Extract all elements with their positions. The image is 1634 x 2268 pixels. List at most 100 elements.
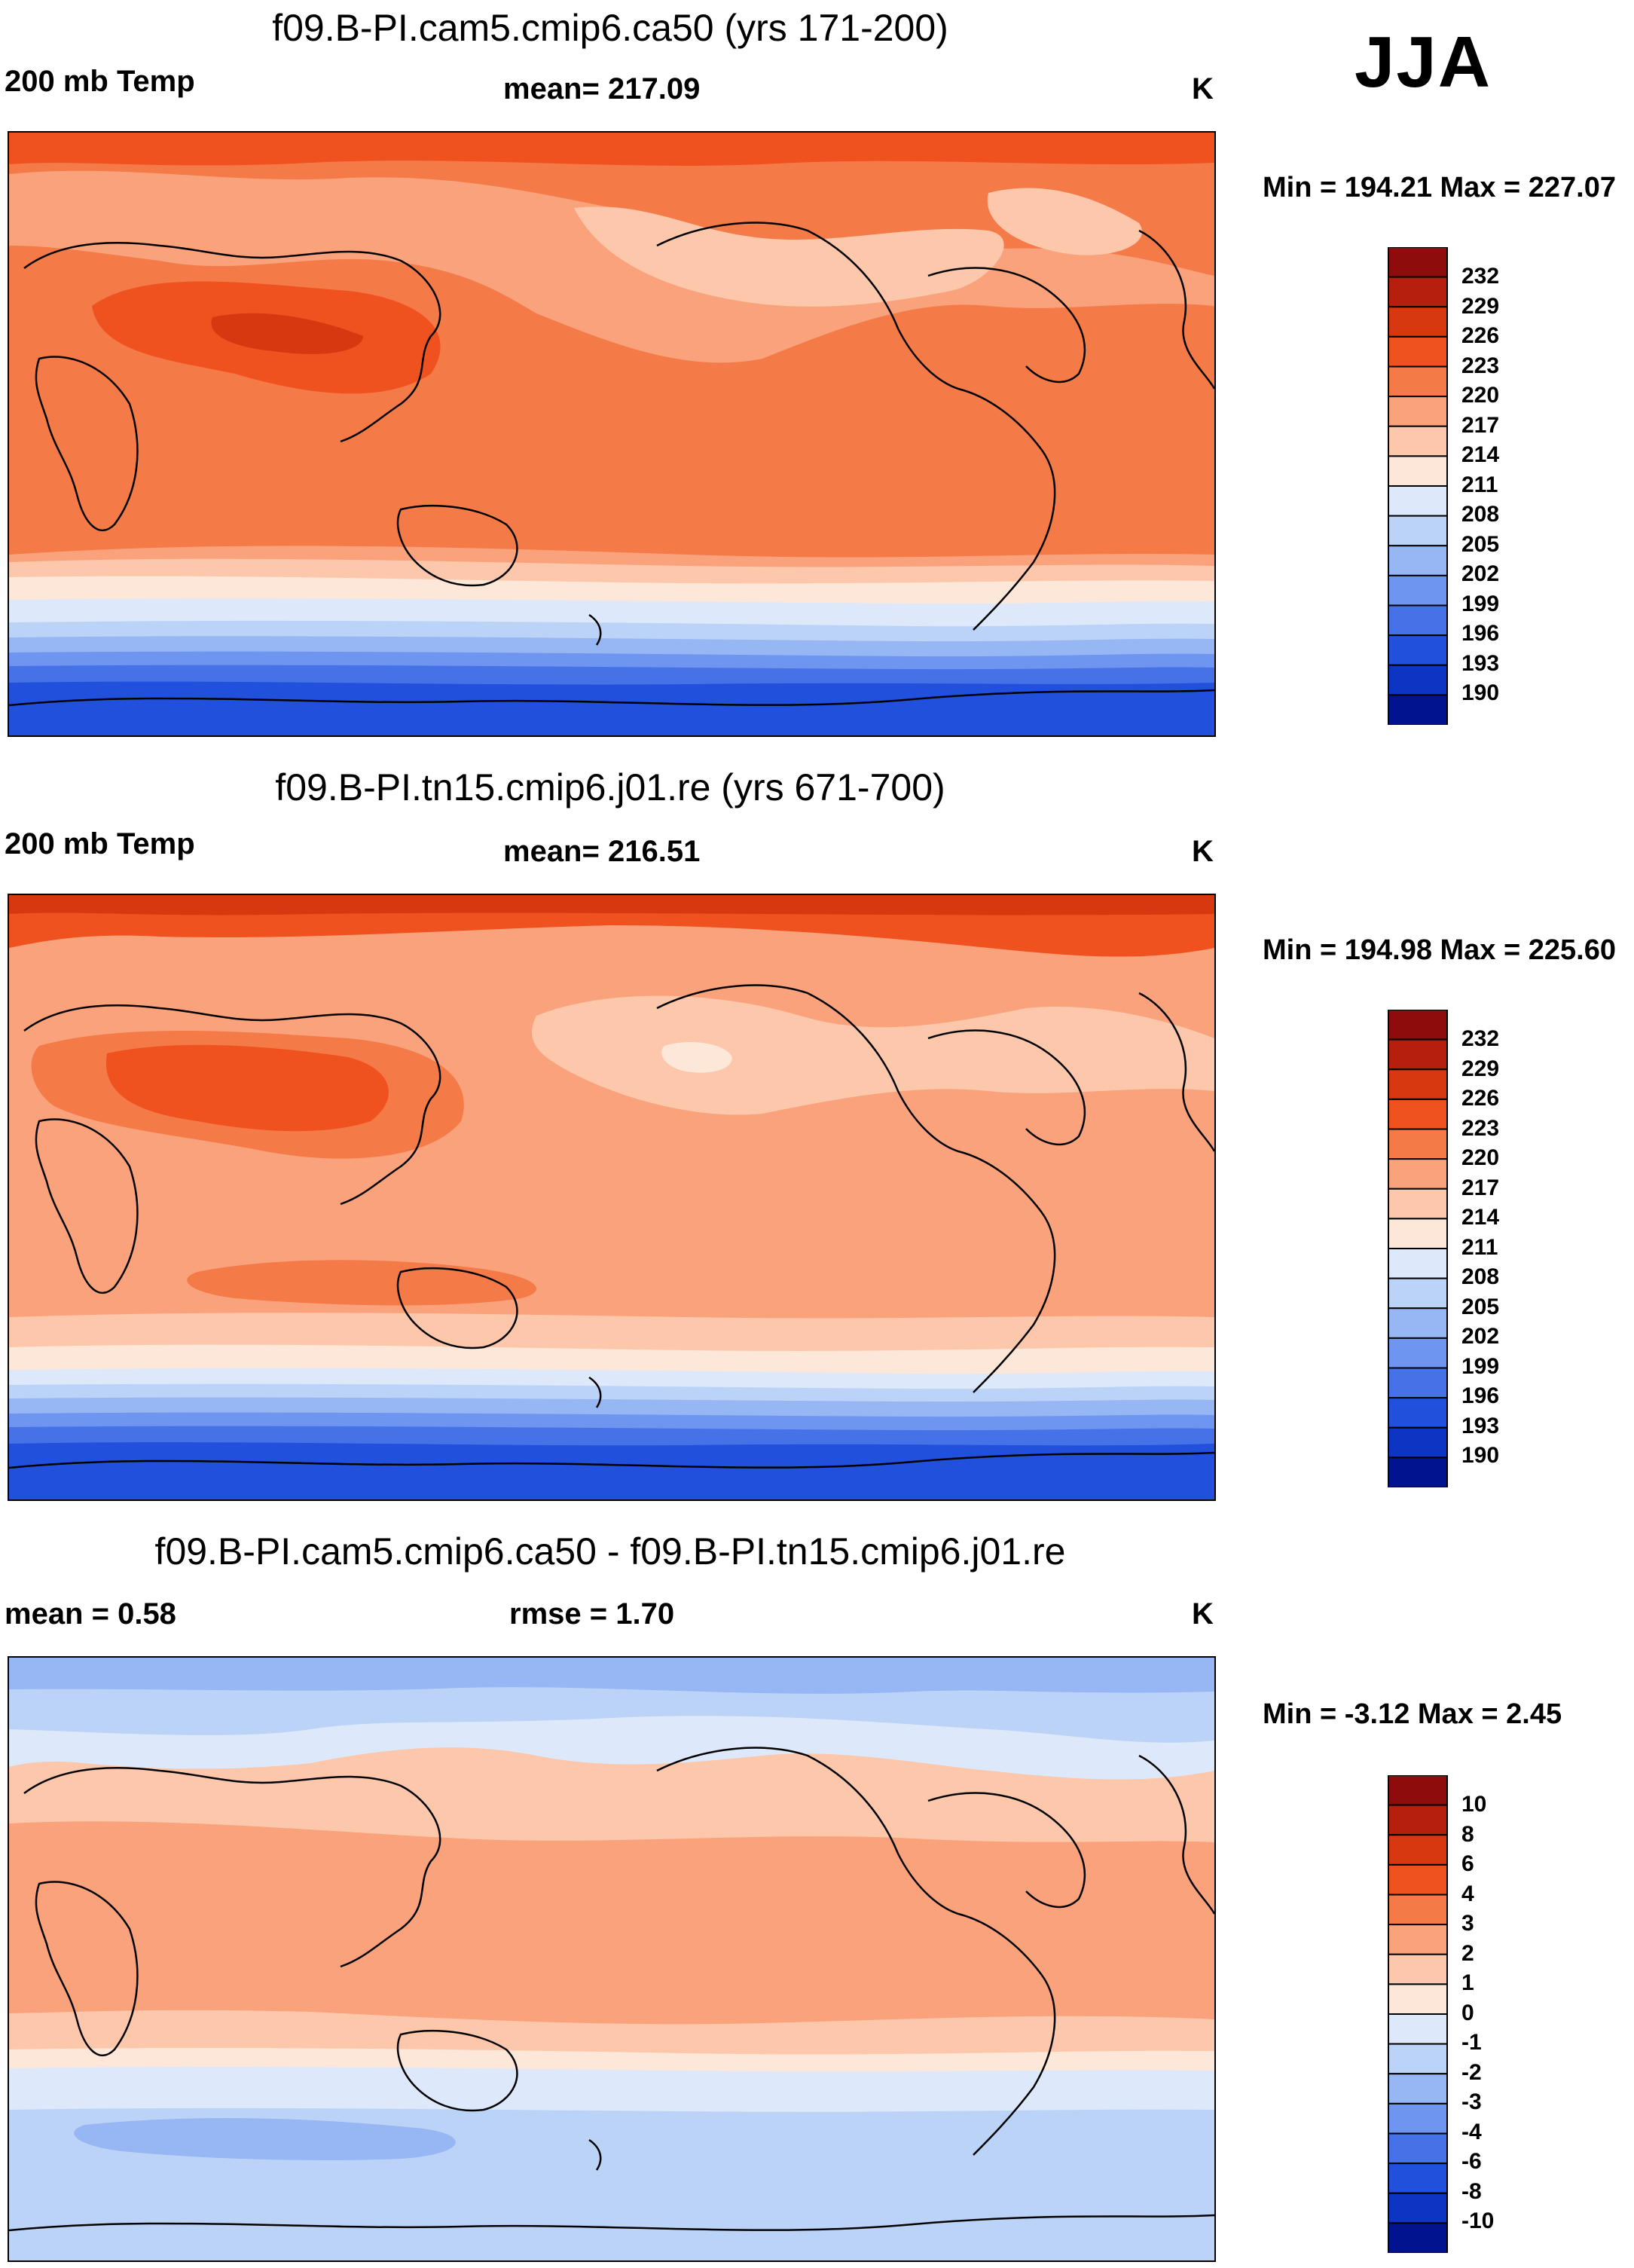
colorbar-swatch bbox=[1388, 1953, 1448, 1985]
colorbar-tick-label: 4 bbox=[1461, 1881, 1474, 1906]
colorbar-tick-label: 190 bbox=[1461, 680, 1500, 705]
colorbar-swatch bbox=[1388, 634, 1448, 666]
colorbar-swatch bbox=[1388, 2043, 1448, 2075]
panel-2-variable-label: 200 mb Temp bbox=[5, 827, 195, 860]
colorbar-swatch bbox=[1388, 1307, 1448, 1339]
panel-3-colorbar bbox=[1388, 1774, 1448, 2257]
colorbar-svg bbox=[1388, 1009, 1448, 1489]
contour-fill bbox=[105, 1044, 389, 1132]
colorbar-tick-label: 3 bbox=[1461, 1911, 1474, 1936]
contour-fill bbox=[574, 206, 1004, 307]
panel-3-rmse-label: rmse = 1.70 bbox=[509, 1597, 675, 1631]
colorbar-tick-label: 10 bbox=[1461, 1792, 1487, 1817]
contour-fill bbox=[9, 895, 1214, 915]
colorbar-swatch bbox=[1388, 2013, 1448, 2045]
colorbar-swatch bbox=[1388, 1367, 1448, 1399]
colorbar-swatch bbox=[1388, 396, 1448, 427]
colorbar-tick-label: 211 bbox=[1461, 1235, 1498, 1260]
panel-1-colorbar bbox=[1388, 246, 1448, 729]
colorbar-tick-label: 193 bbox=[1461, 1414, 1500, 1438]
colorbar-tick-label: 8 bbox=[1461, 1822, 1474, 1847]
contour-fill bbox=[9, 170, 1214, 363]
colorbar-tick-label: 199 bbox=[1461, 1354, 1500, 1379]
colorbar-tick-label: 202 bbox=[1461, 1324, 1500, 1349]
panel-1-title: f09.B-PI.cam5.cmip6.ca50 (yrs 171-200) bbox=[272, 7, 948, 49]
colorbar-tick-label: 1 bbox=[1461, 1970, 1474, 1995]
colorbar-swatch bbox=[1388, 335, 1448, 368]
colorbar-tick-label: 217 bbox=[1461, 1175, 1500, 1200]
colorbar-tick-label: -3 bbox=[1461, 2089, 1482, 2114]
contour-fill bbox=[532, 995, 1214, 1115]
panel-2-units: K bbox=[1192, 835, 1214, 868]
colorbar-swatch bbox=[1388, 1894, 1448, 1926]
colorbar-tick-label: 0 bbox=[1461, 2001, 1474, 2025]
panel-2-mean-label: mean= 216.51 bbox=[503, 835, 701, 868]
colorbar-swatch bbox=[1388, 2163, 1448, 2194]
colorbar-swatch bbox=[1388, 2073, 1448, 2104]
colorbar-tick-label: 220 bbox=[1461, 383, 1500, 408]
colorbar-tick-label: -2 bbox=[1461, 2060, 1482, 2085]
colorbar-tick-label: 193 bbox=[1461, 651, 1500, 676]
colorbar-swatch bbox=[1388, 1426, 1448, 1459]
colorbar-swatch bbox=[1388, 574, 1448, 607]
colorbar-tick-label: -4 bbox=[1461, 2120, 1482, 2144]
contour-fill bbox=[9, 1658, 1214, 1694]
colorbar-tick-label: 2 bbox=[1461, 1941, 1474, 1966]
colorbar-swatch bbox=[1388, 1337, 1448, 1369]
colorbar-swatch bbox=[1388, 306, 1448, 338]
colorbar-swatch bbox=[1388, 1774, 1448, 1806]
colorbar-tick-label: 232 bbox=[1461, 1026, 1500, 1051]
colorbar-swatch bbox=[1388, 2102, 1448, 2135]
colorbar-tick-label: -6 bbox=[1461, 2149, 1482, 2174]
colorbar-tick-label: 190 bbox=[1461, 1443, 1500, 1468]
colorbar-swatch bbox=[1388, 1397, 1448, 1429]
colorbar-swatch bbox=[1388, 1456, 1448, 1489]
colorbar-tick-label: -8 bbox=[1461, 2179, 1482, 2204]
colorbar-swatch bbox=[1388, 1924, 1448, 1955]
coastlines bbox=[9, 984, 1214, 1469]
panel-3-title: f09.B-PI.cam5.cmip6.ca50 - f09.B-PI.tn15… bbox=[154, 1530, 1066, 1573]
colorbar-swatch bbox=[1388, 1068, 1448, 1100]
colorbar-swatch bbox=[1388, 455, 1448, 488]
colorbar-swatch bbox=[1388, 1834, 1448, 1866]
colorbar-tick-label: 205 bbox=[1461, 1294, 1500, 1319]
contour-fill bbox=[9, 681, 1214, 735]
panel-1-map bbox=[8, 131, 1216, 737]
colorbar-swatch bbox=[1388, 1009, 1448, 1041]
colorbar-tick-label: 226 bbox=[1461, 323, 1500, 348]
coastlines bbox=[9, 222, 1214, 707]
panel-2-minmax: Min = 194.98 Max = 225.60 bbox=[1263, 934, 1616, 966]
colorbar-swatch bbox=[1388, 2132, 1448, 2165]
colorbar-swatch bbox=[1388, 545, 1448, 576]
colorbar-tick-label: 214 bbox=[1461, 442, 1500, 467]
panel-1-variable-label: 200 mb Temp bbox=[5, 65, 195, 98]
colorbar-swatch bbox=[1388, 2192, 1448, 2224]
colorbar-swatch bbox=[1388, 1187, 1448, 1220]
season-label: JJA bbox=[1355, 22, 1492, 102]
colorbar-swatch bbox=[1388, 664, 1448, 696]
colorbar-tick-label: 6 bbox=[1461, 1851, 1474, 1876]
colorbar-tick-label: 211 bbox=[1461, 472, 1498, 497]
colorbar-tick-label: 223 bbox=[1461, 1116, 1500, 1141]
colorbar-swatch bbox=[1388, 694, 1448, 726]
colorbar-swatch bbox=[1388, 485, 1448, 517]
colorbar-tick-label: 226 bbox=[1461, 1086, 1500, 1111]
panel-1-mean-label: mean= 217.09 bbox=[503, 72, 701, 105]
colorbar-swatch bbox=[1388, 604, 1448, 637]
colorbar-tick-label: 202 bbox=[1461, 561, 1500, 586]
colorbar-tick-label: 229 bbox=[1461, 294, 1500, 319]
panel-3-minmax: Min = -3.12 Max = 2.45 bbox=[1263, 1698, 1562, 1730]
panel-2-title: f09.B-PI.tn15.cmip6.j01.re (yrs 671-700) bbox=[275, 766, 945, 808]
panel-3-units: K bbox=[1192, 1597, 1214, 1631]
colorbar-tick-label: 208 bbox=[1461, 502, 1500, 527]
colorbar-svg bbox=[1388, 246, 1448, 726]
colorbar-swatch bbox=[1388, 425, 1448, 457]
colorbar-tick-label: 229 bbox=[1461, 1056, 1500, 1081]
contour-fill bbox=[9, 133, 1214, 166]
contour-fill bbox=[987, 188, 1142, 255]
panel-3-map bbox=[8, 1656, 1216, 2262]
contour-fill bbox=[187, 1260, 536, 1306]
colorbar-swatch bbox=[1388, 1158, 1448, 1190]
colorbar-tick-label: 196 bbox=[1461, 621, 1500, 646]
contour-fill bbox=[9, 1442, 1214, 1499]
